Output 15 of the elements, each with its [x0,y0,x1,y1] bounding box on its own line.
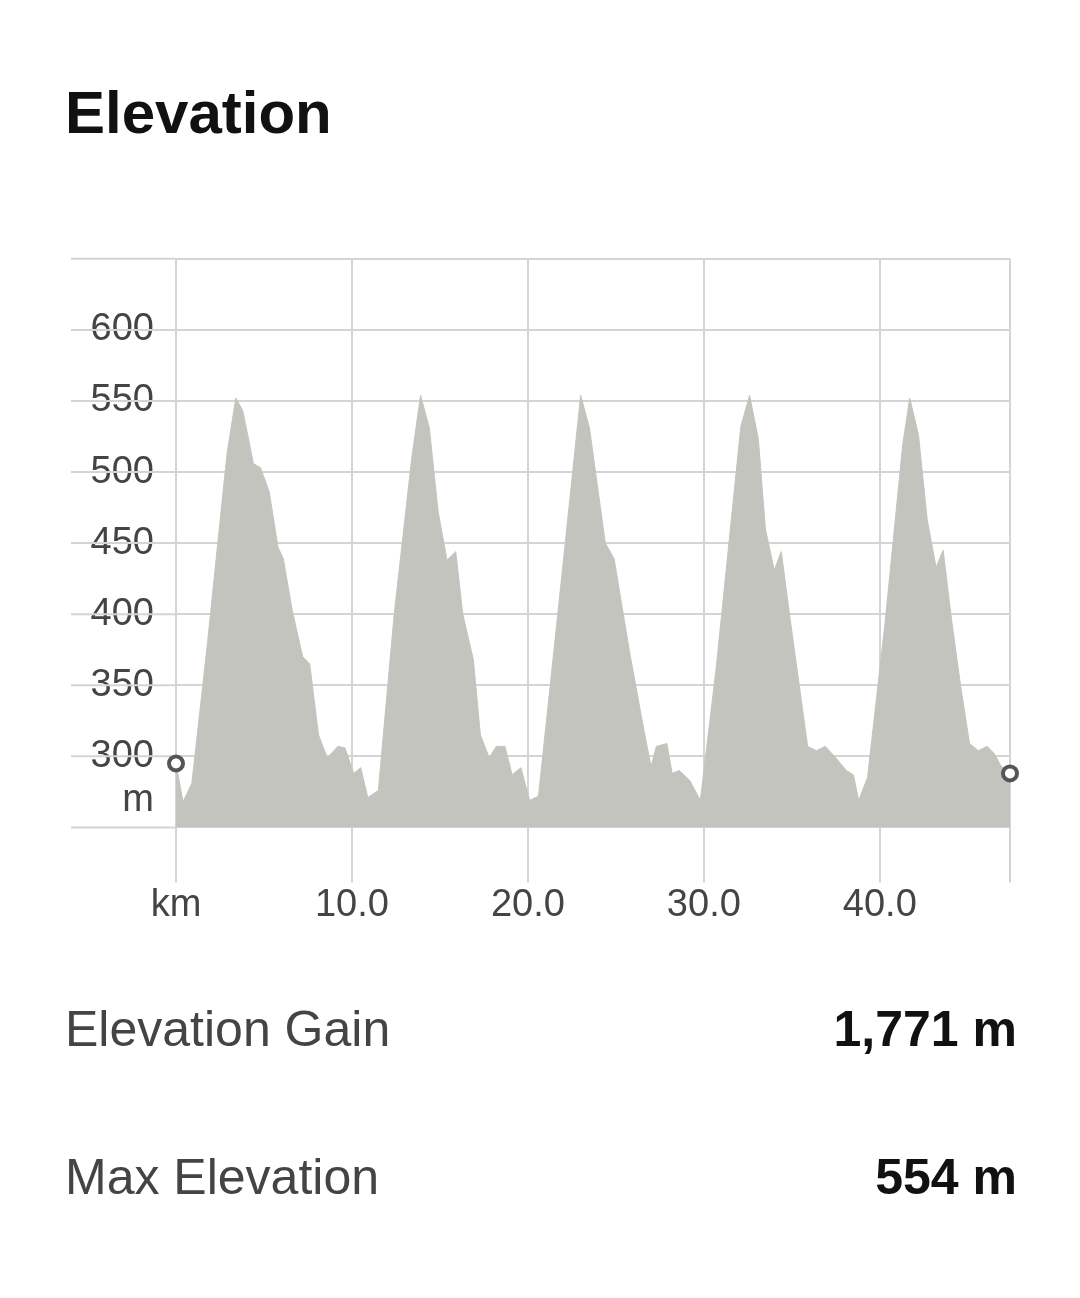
x-tick-label: 30.0 [666,881,741,924]
y-axis-title: m [122,776,154,819]
text: 554 m [875,1148,1017,1206]
x-tick-label: 10.0 [314,881,389,924]
chart-title: Elevation [64,78,333,148]
x-tick-label: 20.0 [490,881,565,924]
y-tick-label: 400 [90,590,154,633]
text: Max Elevation [65,1148,380,1206]
x-tick-label: km [150,881,202,924]
x-tick-label: 40.0 [842,881,917,924]
text: Elevation Gain [65,1000,391,1058]
y-tick-label: 300 [90,732,154,775]
text: 1,771 m [833,1000,1017,1058]
y-tick-label: 550 [90,377,154,420]
y-tick-label: 350 [90,661,154,704]
